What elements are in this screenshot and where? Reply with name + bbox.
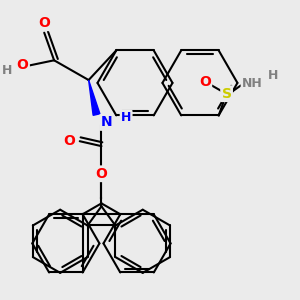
Text: O: O — [63, 134, 75, 148]
Text: H: H — [2, 64, 12, 77]
Polygon shape — [88, 80, 100, 115]
Text: N: N — [100, 116, 112, 130]
Text: O: O — [38, 16, 50, 30]
Text: H: H — [268, 69, 278, 82]
Text: O: O — [16, 58, 28, 72]
Text: O: O — [199, 75, 211, 89]
Text: NH: NH — [242, 77, 262, 90]
Text: O: O — [95, 167, 107, 181]
Text: S: S — [222, 87, 232, 101]
Text: H: H — [121, 111, 131, 124]
